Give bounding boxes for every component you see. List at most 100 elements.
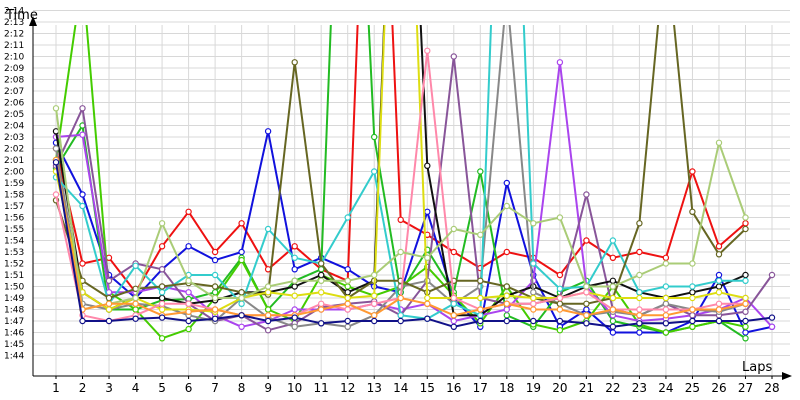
- data-point: [556, 214, 564, 221]
- data-point: [503, 179, 510, 187]
- data-point: [264, 312, 272, 319]
- data-point: [477, 294, 484, 302]
- y-tick-label: 1:48: [4, 306, 24, 316]
- x-tick-label: 25: [685, 381, 700, 395]
- data-point: [238, 323, 245, 330]
- data-point: [450, 225, 457, 233]
- data-point: [742, 329, 749, 336]
- data-point: [264, 317, 272, 325]
- data-point: [397, 294, 404, 302]
- data-point: [318, 277, 325, 284]
- x-tick-label: 15: [420, 381, 435, 395]
- x-tick-label: 24: [658, 381, 673, 395]
- data-point: [344, 294, 351, 302]
- data-point: [636, 320, 643, 327]
- data-point: [211, 315, 219, 322]
- data-point: [477, 306, 484, 313]
- data-point: [583, 283, 590, 290]
- data-point: [371, 133, 378, 141]
- data-point: [291, 314, 298, 321]
- data-point: [715, 277, 723, 284]
- series-layer: [52, 25, 776, 342]
- y-tick-label: 1:51: [4, 271, 24, 281]
- data-point: [185, 243, 192, 250]
- data-point: [503, 317, 510, 325]
- series-line: [55, 162, 773, 328]
- data-point: [158, 335, 166, 342]
- data-point: [477, 277, 484, 284]
- data-point: [371, 300, 378, 307]
- data-point: [344, 323, 351, 330]
- x-axis-arrow: [782, 372, 792, 380]
- axes: [29, 16, 792, 380]
- data-point: [450, 317, 457, 325]
- data-point: [662, 294, 670, 302]
- data-point: [450, 248, 457, 256]
- data-point: [636, 306, 643, 313]
- data-point: [450, 323, 457, 330]
- y-tick-label: 1:55: [4, 225, 24, 235]
- y-tick-label: 1:54: [4, 237, 24, 247]
- data-point: [291, 59, 298, 66]
- data-point: [79, 191, 86, 198]
- data-point: [158, 283, 166, 290]
- data-point: [371, 168, 378, 175]
- data-point: [715, 243, 723, 250]
- y-tick-label: 1:49: [4, 294, 24, 304]
- data-point: [503, 306, 510, 313]
- data-point: [211, 248, 219, 256]
- data-point: [477, 231, 484, 238]
- data-point: [609, 277, 617, 284]
- data-point: [291, 306, 298, 313]
- data-point: [52, 191, 60, 198]
- data-point: [238, 256, 245, 264]
- data-point: [742, 271, 749, 279]
- data-point: [556, 285, 564, 292]
- data-point: [689, 283, 696, 290]
- data-point: [158, 294, 166, 302]
- data-point: [291, 266, 298, 273]
- data-point: [238, 248, 245, 256]
- data-point: [556, 317, 564, 325]
- data-point: [318, 260, 325, 267]
- data-point: [742, 317, 749, 325]
- data-point: [530, 294, 537, 302]
- data-point: [636, 271, 643, 279]
- data-point: [715, 139, 723, 146]
- x-tick-label: 12: [340, 381, 355, 395]
- x-tick-label: 11: [314, 381, 329, 395]
- data-point: [397, 216, 404, 223]
- data-point: [662, 329, 670, 336]
- data-point: [371, 271, 378, 279]
- x-tick-label: 27: [738, 381, 753, 395]
- data-point: [530, 300, 537, 307]
- data-point: [662, 312, 670, 319]
- data-point: [742, 294, 749, 302]
- data-point: [662, 283, 670, 290]
- y-tick-label: 2:09: [4, 64, 24, 74]
- data-point: [185, 208, 192, 215]
- data-point: [662, 260, 670, 267]
- y-tick-label: 2:08: [4, 76, 24, 86]
- data-point: [689, 208, 696, 215]
- data-point: [424, 315, 431, 322]
- x-tick-label: 20: [552, 381, 567, 395]
- data-point: [424, 162, 431, 169]
- data-point: [371, 317, 378, 325]
- y-axis-arrow: [29, 16, 37, 26]
- x-tick-label: 22: [605, 381, 620, 395]
- data-point: [424, 208, 431, 215]
- data-point: [238, 289, 245, 296]
- data-point: [715, 306, 723, 313]
- data-point: [318, 320, 325, 327]
- data-point: [158, 266, 166, 273]
- data-point: [556, 294, 564, 302]
- series-line: [55, 130, 773, 334]
- data-point: [450, 312, 457, 319]
- y-axis-label: Time: [5, 8, 38, 23]
- data-point: [344, 300, 351, 307]
- data-point: [556, 271, 564, 279]
- data-point: [742, 300, 749, 307]
- data-point: [556, 300, 564, 307]
